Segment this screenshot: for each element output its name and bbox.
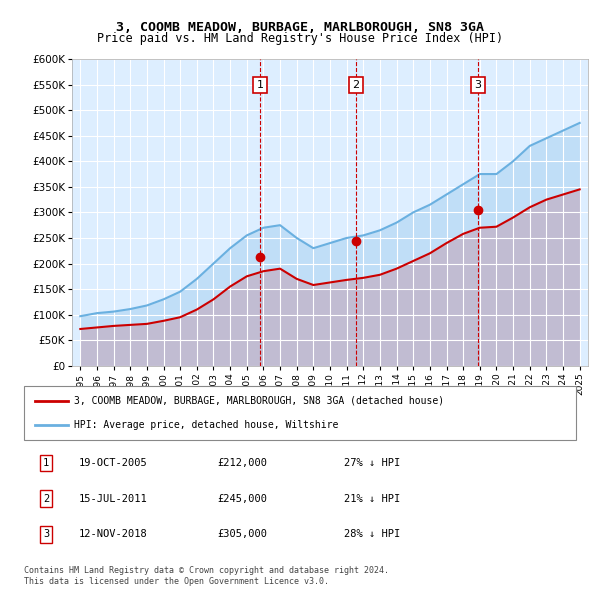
Text: 15-JUL-2011: 15-JUL-2011: [79, 494, 148, 503]
Text: 3: 3: [43, 529, 49, 539]
Text: 2: 2: [352, 80, 359, 90]
Text: 3: 3: [475, 80, 481, 90]
Text: Contains HM Land Registry data © Crown copyright and database right 2024.
This d: Contains HM Land Registry data © Crown c…: [24, 566, 389, 586]
Text: 28% ↓ HPI: 28% ↓ HPI: [344, 529, 400, 539]
Text: £305,000: £305,000: [217, 529, 267, 539]
Text: Price paid vs. HM Land Registry's House Price Index (HPI): Price paid vs. HM Land Registry's House …: [97, 32, 503, 45]
Text: 27% ↓ HPI: 27% ↓ HPI: [344, 458, 400, 468]
Text: 3, COOMB MEADOW, BURBAGE, MARLBOROUGH, SN8 3GA (detached house): 3, COOMB MEADOW, BURBAGE, MARLBOROUGH, S…: [74, 396, 444, 406]
Text: 3, COOMB MEADOW, BURBAGE, MARLBOROUGH, SN8 3GA: 3, COOMB MEADOW, BURBAGE, MARLBOROUGH, S…: [116, 21, 484, 34]
Text: 12-NOV-2018: 12-NOV-2018: [79, 529, 148, 539]
Text: 2: 2: [43, 494, 49, 503]
Text: HPI: Average price, detached house, Wiltshire: HPI: Average price, detached house, Wilt…: [74, 420, 338, 430]
Text: £212,000: £212,000: [217, 458, 267, 468]
Text: £245,000: £245,000: [217, 494, 267, 503]
Text: 19-OCT-2005: 19-OCT-2005: [79, 458, 148, 468]
FancyBboxPatch shape: [24, 386, 576, 440]
Text: 1: 1: [43, 458, 49, 468]
Text: 1: 1: [257, 80, 263, 90]
Text: 21% ↓ HPI: 21% ↓ HPI: [344, 494, 400, 503]
